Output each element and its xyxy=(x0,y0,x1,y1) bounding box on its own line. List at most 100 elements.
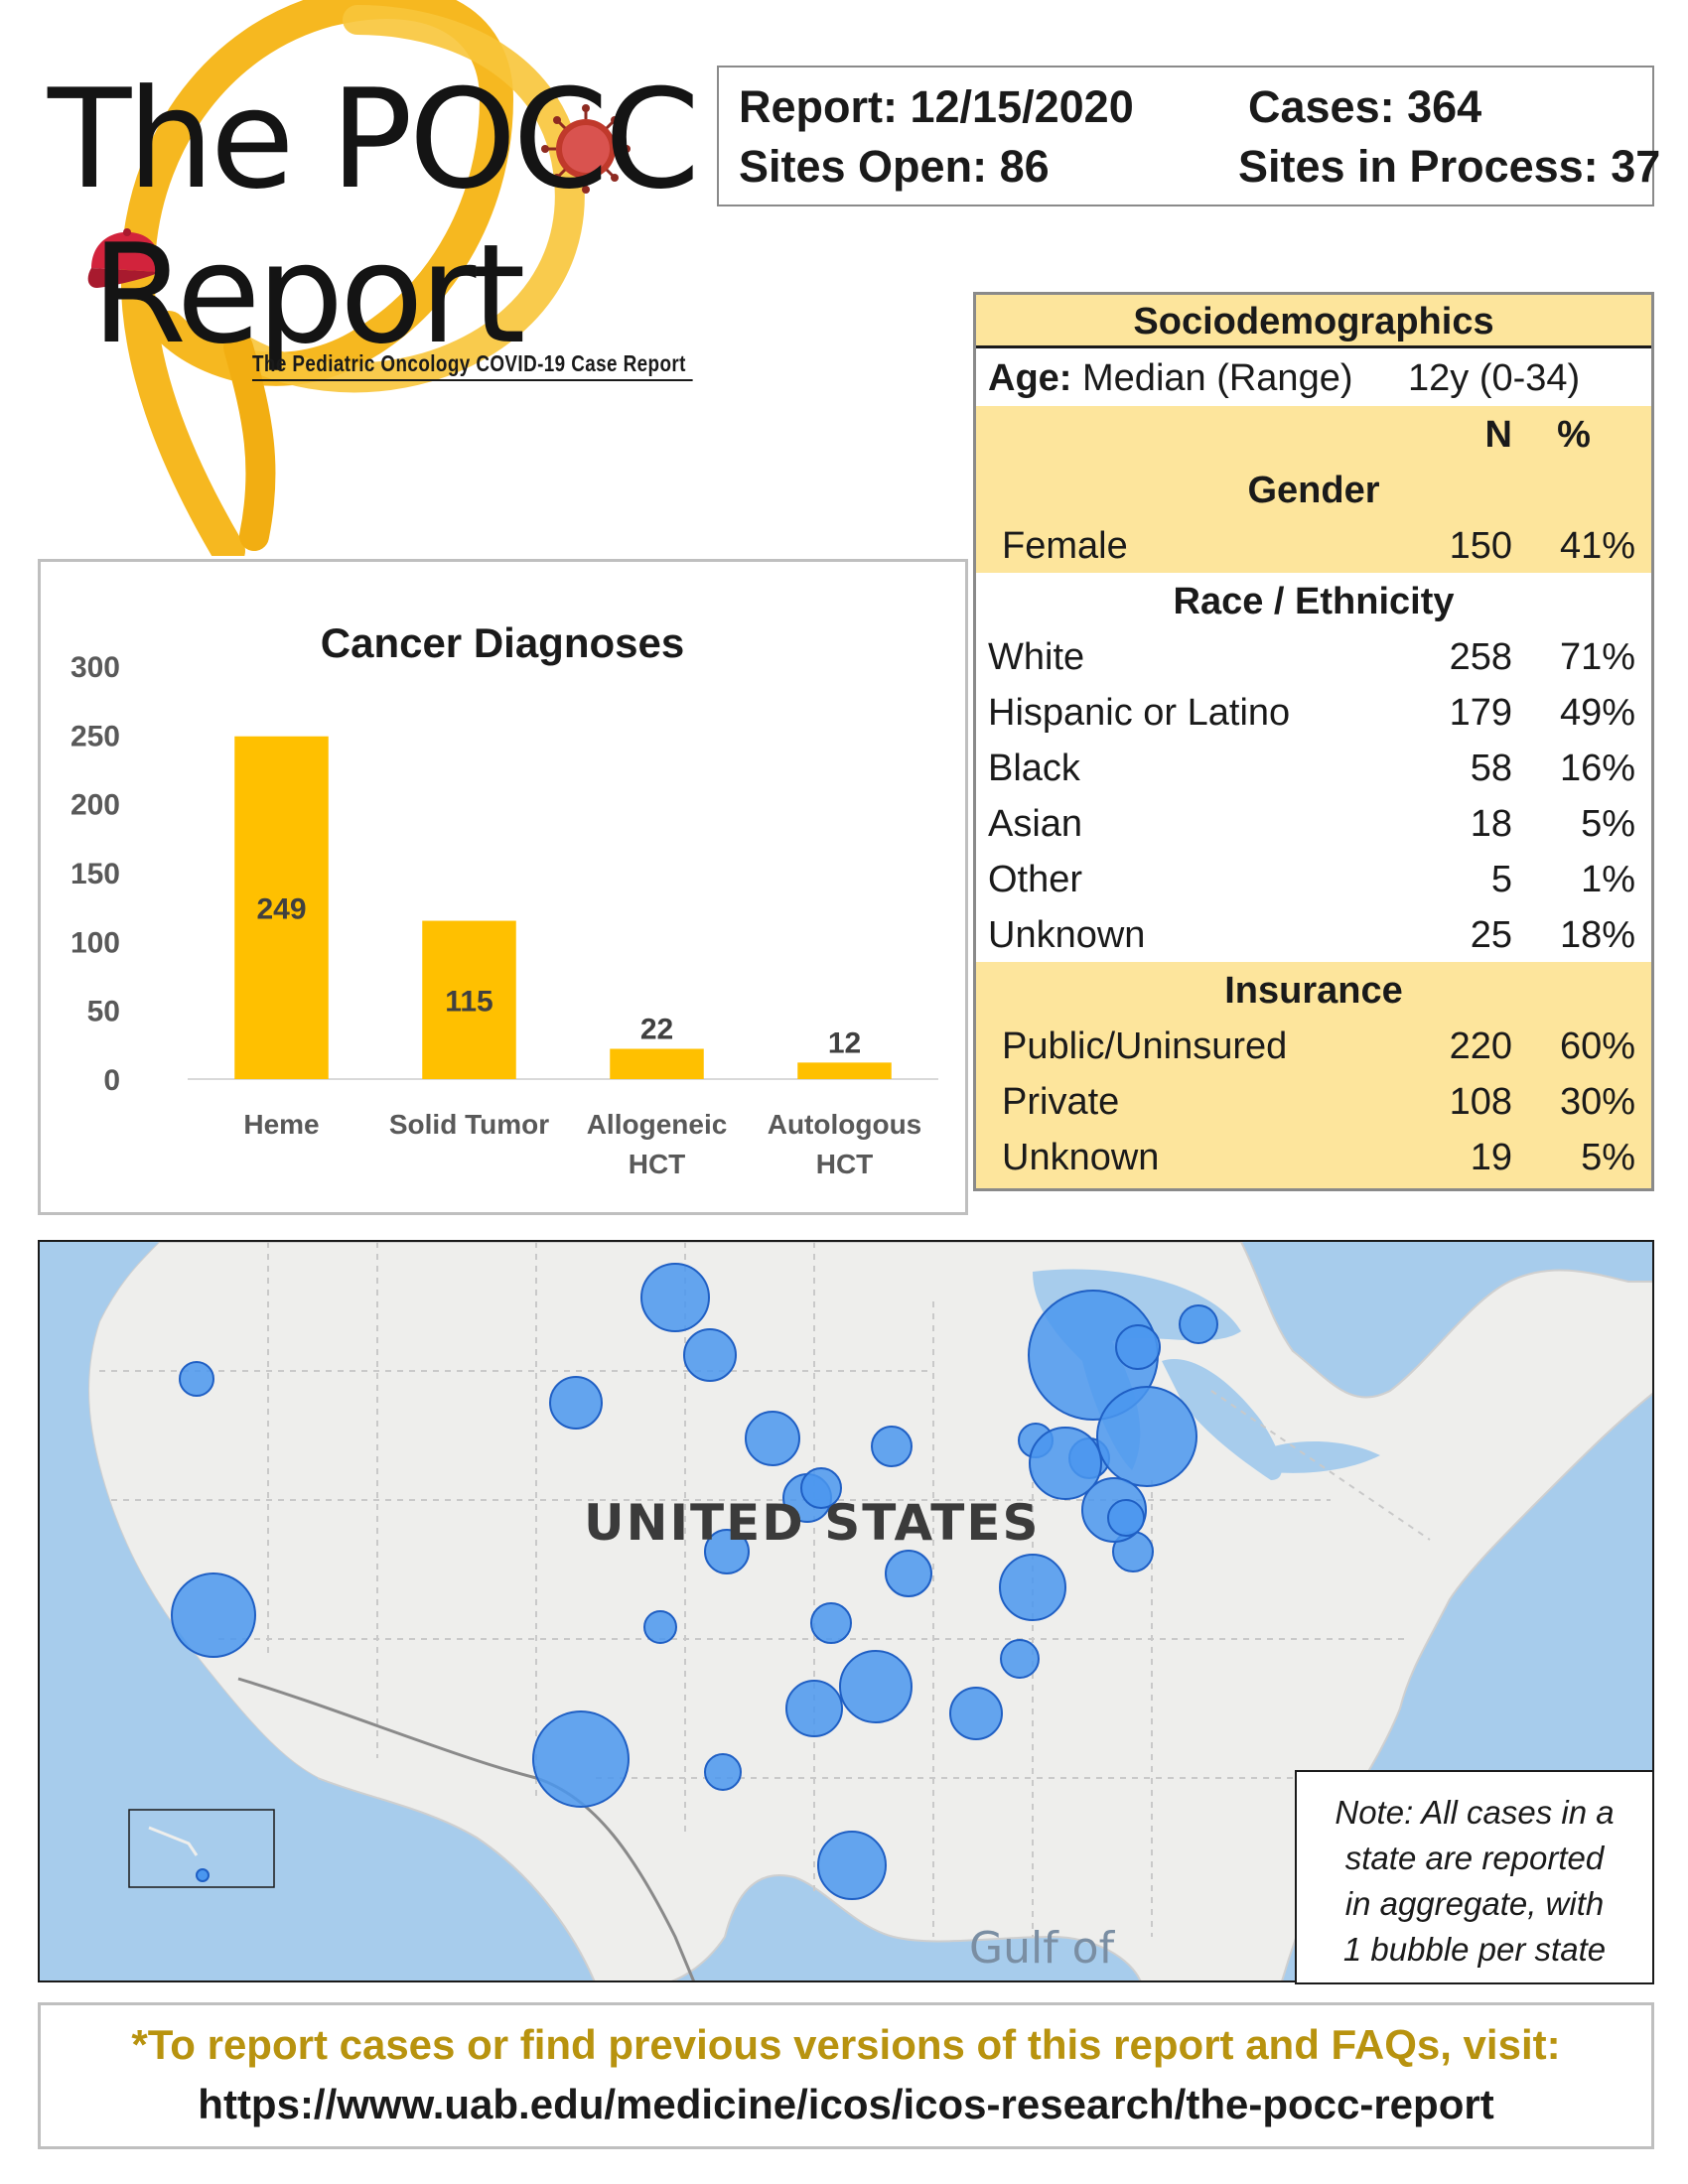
sites-open-label: Sites Open: xyxy=(739,141,988,192)
row-pct: 30% xyxy=(1559,1081,1635,1123)
state-case-bubble[interactable] xyxy=(800,1467,842,1509)
state-case-bubble[interactable] xyxy=(871,1426,913,1467)
row-label: Unknown xyxy=(1002,1137,1160,1178)
socio-data-row: Black 58 16% xyxy=(976,740,1651,795)
x-tick-label: HCT xyxy=(816,1149,874,1179)
state-case-bubble[interactable] xyxy=(745,1411,800,1466)
bar-data-label: 12 xyxy=(828,1026,861,1059)
row-n: 18 xyxy=(1470,803,1512,845)
logo-subtitle: The Pediatric Oncology COVID-19 Case Rep… xyxy=(252,350,693,381)
cases-label: Cases: xyxy=(1248,81,1395,132)
footer-link[interactable]: https://www.uab.edu/medicine/icos/icos-r… xyxy=(198,2081,1494,2127)
state-case-bubble[interactable] xyxy=(949,1687,1003,1740)
age-value: 12y (0-34) xyxy=(1408,357,1581,399)
y-tick-label: 50 xyxy=(87,996,120,1028)
row-n: 25 xyxy=(1470,914,1512,956)
state-case-bubble[interactable] xyxy=(704,1529,750,1574)
mexico-border xyxy=(237,1677,695,1980)
logo-title-line1: The POCC xyxy=(48,60,700,219)
map-note: Note: All cases in a state are reported … xyxy=(1295,1770,1654,1984)
state-case-bubble[interactable] xyxy=(1179,1304,1218,1344)
map-note-line: 1 bubble per state xyxy=(1342,1931,1607,1968)
report-date-label: Report: xyxy=(739,81,898,132)
sites-process-stat: Sites in Process: 37 xyxy=(1238,141,1660,193)
y-tick-label: 300 xyxy=(70,651,120,684)
socio-data-row: Other 5 1% xyxy=(976,851,1651,906)
hawaii-case-bubble[interactable] xyxy=(196,1868,210,1882)
row-n: 258 xyxy=(1449,636,1512,678)
state-case-bubble[interactable] xyxy=(640,1263,710,1332)
section-heading: Insurance xyxy=(1224,970,1403,1012)
state-case-bubble[interactable] xyxy=(885,1550,932,1597)
row-label: Private xyxy=(1002,1081,1120,1123)
age-row: Age: Median (Range) 12y (0-34) xyxy=(976,348,1651,406)
sites-process-label: Sites in Process: xyxy=(1238,141,1599,192)
report-stats-box: Report: 12/15/2020 Cases: 364 Sites Open… xyxy=(717,66,1660,206)
state-case-bubble[interactable] xyxy=(839,1650,913,1723)
bar xyxy=(797,1062,892,1079)
socio-data-row: Unknown 25 18% xyxy=(976,906,1651,962)
section-heading: Gender xyxy=(1247,470,1380,511)
map-note-line: in aggregate, with xyxy=(1344,1885,1605,1922)
state-case-bubble[interactable] xyxy=(1096,1386,1197,1487)
state-case-bubble[interactable] xyxy=(999,1554,1066,1621)
state-case-bubble[interactable] xyxy=(549,1376,603,1430)
row-n: 179 xyxy=(1449,692,1512,734)
state-case-bubble[interactable] xyxy=(179,1361,214,1397)
map-note-line: state are reported xyxy=(1344,1840,1605,1876)
y-tick-label: 200 xyxy=(70,789,120,822)
row-label: Unknown xyxy=(988,914,1146,956)
x-tick-label: Autologous xyxy=(768,1109,922,1140)
state-case-bubble[interactable] xyxy=(643,1610,677,1644)
coronavirus-icon xyxy=(541,104,631,194)
row-n: 5 xyxy=(1490,859,1512,900)
pocc-logo: The POCC Report The Pediatric Oncology C… xyxy=(30,0,745,556)
row-pct: 16% xyxy=(1559,748,1635,789)
row-label: Female xyxy=(1002,525,1128,567)
row-n: 19 xyxy=(1470,1137,1512,1178)
socio-header-row: Sociodemographics xyxy=(976,295,1651,348)
y-tick-label: 0 xyxy=(103,1064,120,1097)
row-pct: 49% xyxy=(1559,692,1635,734)
state-case-bubble[interactable] xyxy=(683,1328,737,1382)
x-tick-label: Heme xyxy=(243,1109,319,1140)
x-tick-label: HCT xyxy=(629,1149,686,1179)
row-n: 220 xyxy=(1449,1025,1512,1067)
socio-data-row: Hispanic or Latino 179 49% xyxy=(976,684,1651,740)
state-case-bubble[interactable] xyxy=(810,1602,852,1644)
state-case-bubble[interactable] xyxy=(785,1680,843,1737)
state-case-bubble[interactable] xyxy=(1000,1639,1040,1679)
cancer-diagnoses-chart: Cancer Diagnoses 0 50 100 150 200 250 300 249 1… xyxy=(38,559,968,1215)
socio-data-row: Unknown 19 5% xyxy=(976,1129,1651,1188)
bar xyxy=(234,736,329,1079)
col-n-header: N xyxy=(1484,414,1512,456)
report-date-stat: Report: 12/15/2020 xyxy=(739,81,1134,133)
row-pct: 60% xyxy=(1559,1025,1635,1067)
state-case-bubble[interactable] xyxy=(1029,1427,1102,1500)
state-case-bubble[interactable] xyxy=(1107,1499,1145,1537)
state-case-bubble[interactable] xyxy=(171,1572,256,1658)
sites-process-value: 37 xyxy=(1611,141,1661,192)
socio-data-row: Asian 18 5% xyxy=(976,795,1651,851)
socio-data-row: Female 150 41% xyxy=(976,517,1651,573)
state-case-bubble[interactable] xyxy=(817,1831,887,1900)
row-pct: 5% xyxy=(1581,803,1635,845)
row-n: 108 xyxy=(1449,1081,1512,1123)
y-tick-label: 250 xyxy=(70,720,120,752)
state-case-bubble[interactable] xyxy=(1115,1324,1161,1370)
footer-box: *To report cases or find previous versio… xyxy=(38,2002,1654,2149)
section-heading-row: Race / Ethnicity xyxy=(976,573,1651,628)
cases-value: 364 xyxy=(1407,81,1482,132)
sites-open-value: 86 xyxy=(999,141,1050,192)
state-case-bubble[interactable] xyxy=(704,1753,742,1791)
row-label: White xyxy=(988,636,1085,678)
row-pct: 18% xyxy=(1559,914,1635,956)
bar xyxy=(610,1048,704,1079)
socio-data-row: White 258 71% xyxy=(976,628,1651,684)
state-case-bubble[interactable] xyxy=(532,1710,630,1808)
row-label: Other xyxy=(988,859,1083,900)
bar-data-label: 22 xyxy=(640,1013,673,1045)
map-country-label: UNITED STATES xyxy=(584,1494,1041,1552)
case-bubbles xyxy=(171,1263,1218,1900)
report-date-value: 12/15/2020 xyxy=(910,81,1134,132)
